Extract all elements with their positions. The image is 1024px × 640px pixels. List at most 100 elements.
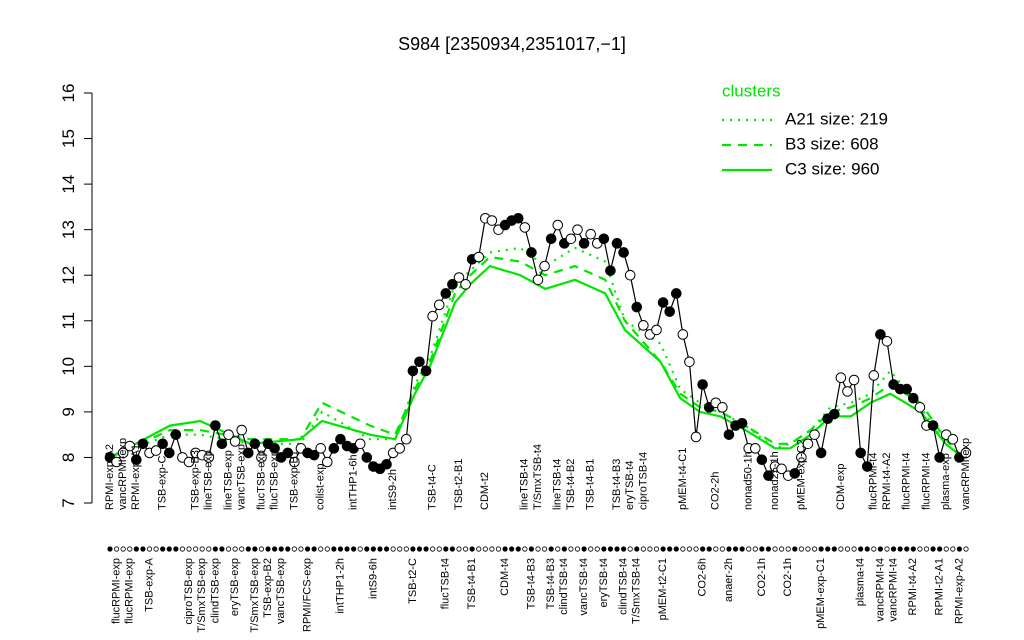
sample-dot	[706, 546, 712, 552]
sample-dot	[252, 546, 258, 552]
sample-dot	[890, 546, 897, 552]
x-tick-label: pMEM-t4-C1	[677, 448, 689, 510]
x-tick-label: TSB-t4-B1	[466, 558, 478, 609]
sample-point	[545, 233, 557, 245]
sample-point	[354, 438, 366, 450]
sample-dot	[653, 546, 660, 552]
sample-point	[677, 329, 689, 340]
sample-dot	[476, 546, 482, 552]
sample-dot	[831, 546, 837, 552]
sample-dot	[805, 546, 811, 552]
x-tick-label: intTHP1-6h	[348, 454, 360, 510]
sample-dot	[818, 546, 824, 552]
sample-dot	[160, 546, 166, 552]
x-tick-label: TSB-t2-B1	[453, 459, 465, 510]
sample-point	[585, 228, 596, 240]
x-tick-label: flucRPMI-t4	[868, 453, 880, 510]
sample-point	[453, 272, 465, 283]
sample-point	[236, 424, 247, 436]
sample-dot	[113, 546, 120, 552]
x-tick-label: flucTSB-exp	[255, 450, 267, 510]
x-tick-label: intTHP1-2h	[334, 558, 346, 614]
chart-title: S984 [2350934,2351017,−1]	[398, 34, 626, 54]
sample-point	[908, 392, 919, 404]
sample-dot	[811, 546, 818, 552]
x-tick-label: lineTSB-exp	[203, 450, 215, 510]
sample-dot	[515, 546, 521, 552]
sample-dot	[864, 546, 870, 552]
sample-dot	[858, 546, 864, 552]
x-tick-label: TSB-t4-B3	[611, 459, 623, 510]
sample-point	[420, 365, 432, 377]
sample-dot	[357, 546, 363, 552]
sample-dot	[561, 546, 567, 552]
sample-point	[598, 233, 610, 245]
sample-dot	[601, 546, 607, 552]
sample-dot	[752, 546, 758, 552]
sample-dot	[364, 546, 370, 552]
x-tick-label: clindTSB-t4	[558, 558, 570, 615]
sample-dot	[232, 546, 238, 552]
sample-point	[124, 440, 136, 452]
sample-dot	[331, 546, 337, 552]
x-tick-label: vancRPMI-exp	[960, 438, 972, 510]
x-tick-label: RPMI-t4-A2	[907, 558, 919, 615]
sample-dot	[107, 546, 113, 552]
sample-dot	[581, 546, 587, 552]
sample-point	[934, 452, 945, 463]
sample-dot	[199, 546, 205, 552]
sample-dot	[700, 546, 706, 552]
sample-point	[249, 438, 261, 450]
sample-point	[229, 436, 241, 447]
x-tick-label: T/SmxTSB-t4	[532, 444, 544, 510]
sample-dot	[430, 546, 436, 552]
sample-point	[624, 269, 636, 281]
y-tick-label: 8	[59, 453, 78, 462]
sample-point	[572, 224, 583, 235]
y-tick-label: 9	[59, 407, 78, 416]
sample-dot	[423, 546, 429, 552]
x-tick-label: TSB-t4-B1	[585, 459, 597, 510]
x-tick-label: pMEM-exp-C1	[815, 558, 827, 629]
sample-point	[809, 429, 820, 440]
sample-dot	[403, 546, 409, 552]
sample-dot	[522, 546, 528, 552]
x-tick-label: vancRPMI-exp	[117, 438, 129, 510]
sample-point	[842, 386, 853, 397]
sample-dot	[416, 546, 423, 552]
x-tick-label: pMEM-exp-C2	[795, 439, 807, 510]
sample-dot	[304, 546, 311, 552]
sample-point	[242, 447, 254, 459]
sample-point	[335, 433, 346, 445]
sample-dot	[535, 546, 541, 552]
x-tick-label: RPMI/FCS-exp	[301, 558, 313, 632]
sample-point	[855, 447, 866, 459]
x-tick-label: TSB-exp-A	[143, 557, 155, 611]
x-tick-label: vancTSB-exp	[236, 444, 248, 510]
sample-point	[664, 306, 675, 317]
x-tick-label: RPMI-t4-A2	[881, 453, 893, 510]
sample-dot	[443, 546, 449, 552]
x-tick-label: colist-exp	[315, 464, 327, 510]
sample-dot	[785, 546, 791, 552]
x-tick-label: intS9-2h	[387, 469, 399, 510]
x-tick-label: flucRPMI-exp	[110, 558, 122, 624]
sample-point	[618, 247, 629, 258]
x-tick-label: RPMI-exp-A2	[953, 558, 965, 624]
x-tick-label: CO2-1h	[782, 558, 794, 597]
sample-point	[447, 279, 458, 290]
sample-dot	[146, 546, 153, 552]
x-tick-label: CDM-exp	[835, 464, 847, 510]
sample-point	[183, 456, 195, 468]
legend-label: B3 size: 608	[785, 134, 879, 153]
sample-dot	[680, 546, 686, 552]
sample-point	[835, 372, 847, 384]
sample-point	[394, 443, 406, 454]
sample-point	[756, 454, 768, 466]
x-tick-label: T/SmxTSB-exp	[249, 558, 261, 633]
x-tick-label: clindTSB-exp	[209, 558, 221, 623]
sample-dot	[614, 546, 620, 552]
sample-dot	[844, 546, 851, 552]
x-tick-label: nonad25-1h	[769, 451, 781, 510]
